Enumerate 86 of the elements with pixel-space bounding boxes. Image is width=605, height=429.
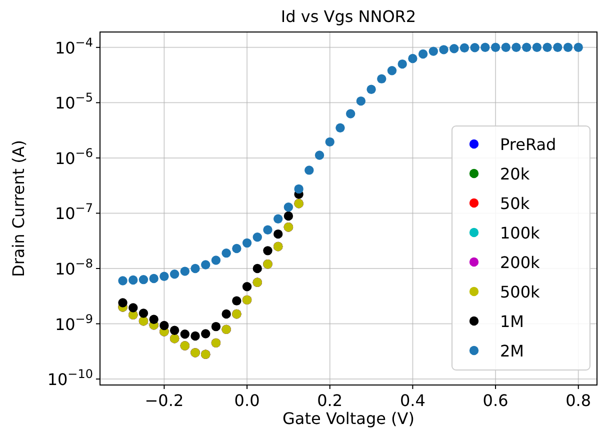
- y-tick-label: 10$^{−7}$: [54, 201, 93, 224]
- point: [501, 42, 510, 52]
- x-tick-label: 0.4: [400, 391, 426, 410]
- point: [252, 264, 262, 274]
- point: [450, 44, 459, 54]
- legend-label: 2M: [500, 342, 524, 360]
- x-tick-label: 0.0: [234, 391, 260, 410]
- point: [232, 296, 242, 306]
- y-tick-label: 10$^{−10}$: [47, 367, 93, 390]
- point: [398, 59, 407, 69]
- y-tick-label: 10$^{−5}$: [54, 90, 93, 113]
- point: [470, 43, 480, 52]
- point: [149, 274, 158, 284]
- point: [160, 272, 169, 281]
- x-tick-label: 0.6: [482, 391, 508, 410]
- point: [180, 266, 190, 276]
- point: [294, 184, 304, 194]
- point: [170, 326, 180, 335]
- point: [263, 246, 272, 256]
- point: [190, 264, 200, 274]
- point: [522, 42, 532, 52]
- point: [512, 42, 521, 52]
- point: [408, 54, 418, 64]
- point: [304, 166, 314, 175]
- point: [336, 123, 345, 132]
- legend-label: 1M: [500, 312, 524, 331]
- point: [128, 275, 138, 285]
- point: [170, 270, 180, 279]
- point: [532, 42, 542, 52]
- y-tick-label: 10$^{−8}$: [54, 256, 93, 278]
- x-tick-label: −0.2: [144, 391, 184, 410]
- x-tick-label: 0.8: [566, 391, 592, 410]
- point: [128, 303, 138, 312]
- point: [377, 74, 386, 84]
- point: [222, 309, 231, 319]
- point: [460, 43, 470, 52]
- legend-label: 50k: [500, 194, 530, 213]
- point: [160, 320, 169, 330]
- point: [480, 42, 490, 52]
- point: [211, 256, 221, 265]
- point: [418, 49, 428, 59]
- y-tick-label: 10$^{−6}$: [54, 146, 93, 168]
- point: [490, 42, 500, 52]
- point: [201, 329, 210, 338]
- point: [138, 308, 148, 318]
- legend-label: 20k: [500, 164, 530, 184]
- y-tick-label: 10$^{−9}$: [54, 312, 93, 334]
- point: [242, 238, 252, 248]
- point: [232, 244, 242, 254]
- point: [346, 109, 356, 118]
- y-axis-title: Drain Current (A): [9, 140, 28, 277]
- point: [284, 211, 294, 221]
- point: [263, 225, 272, 234]
- point: [222, 248, 231, 258]
- point: [325, 137, 334, 147]
- point: [574, 42, 583, 52]
- point: [180, 330, 190, 339]
- legend-label: 500k: [500, 282, 541, 302]
- point: [387, 66, 397, 76]
- point: [252, 232, 262, 242]
- point: [201, 260, 210, 270]
- point: [284, 202, 294, 212]
- chart-title: Id vs Vgs NNOR2: [280, 7, 416, 26]
- x-tick-label: 0.2: [317, 391, 343, 410]
- point: [356, 96, 366, 106]
- point: [439, 45, 448, 54]
- y-tick-label: 10$^{−4}$: [54, 35, 93, 58]
- point: [553, 42, 562, 52]
- point: [190, 331, 200, 341]
- point: [428, 46, 438, 56]
- legend-label: PreRad: [500, 135, 556, 154]
- point: [563, 42, 573, 52]
- x-axis-title: Gate Voltage (V): [282, 409, 414, 428]
- point: [366, 84, 376, 94]
- point: [542, 42, 552, 52]
- point: [314, 150, 324, 160]
- point: [118, 298, 128, 308]
- point: [242, 282, 252, 292]
- legend-label: 200k: [500, 253, 541, 272]
- point: [273, 214, 283, 224]
- point: [138, 274, 148, 284]
- legend-label: 100k: [500, 224, 541, 242]
- point: [149, 314, 158, 324]
- point: [118, 276, 128, 286]
- point: [273, 229, 283, 239]
- point: [211, 322, 221, 332]
